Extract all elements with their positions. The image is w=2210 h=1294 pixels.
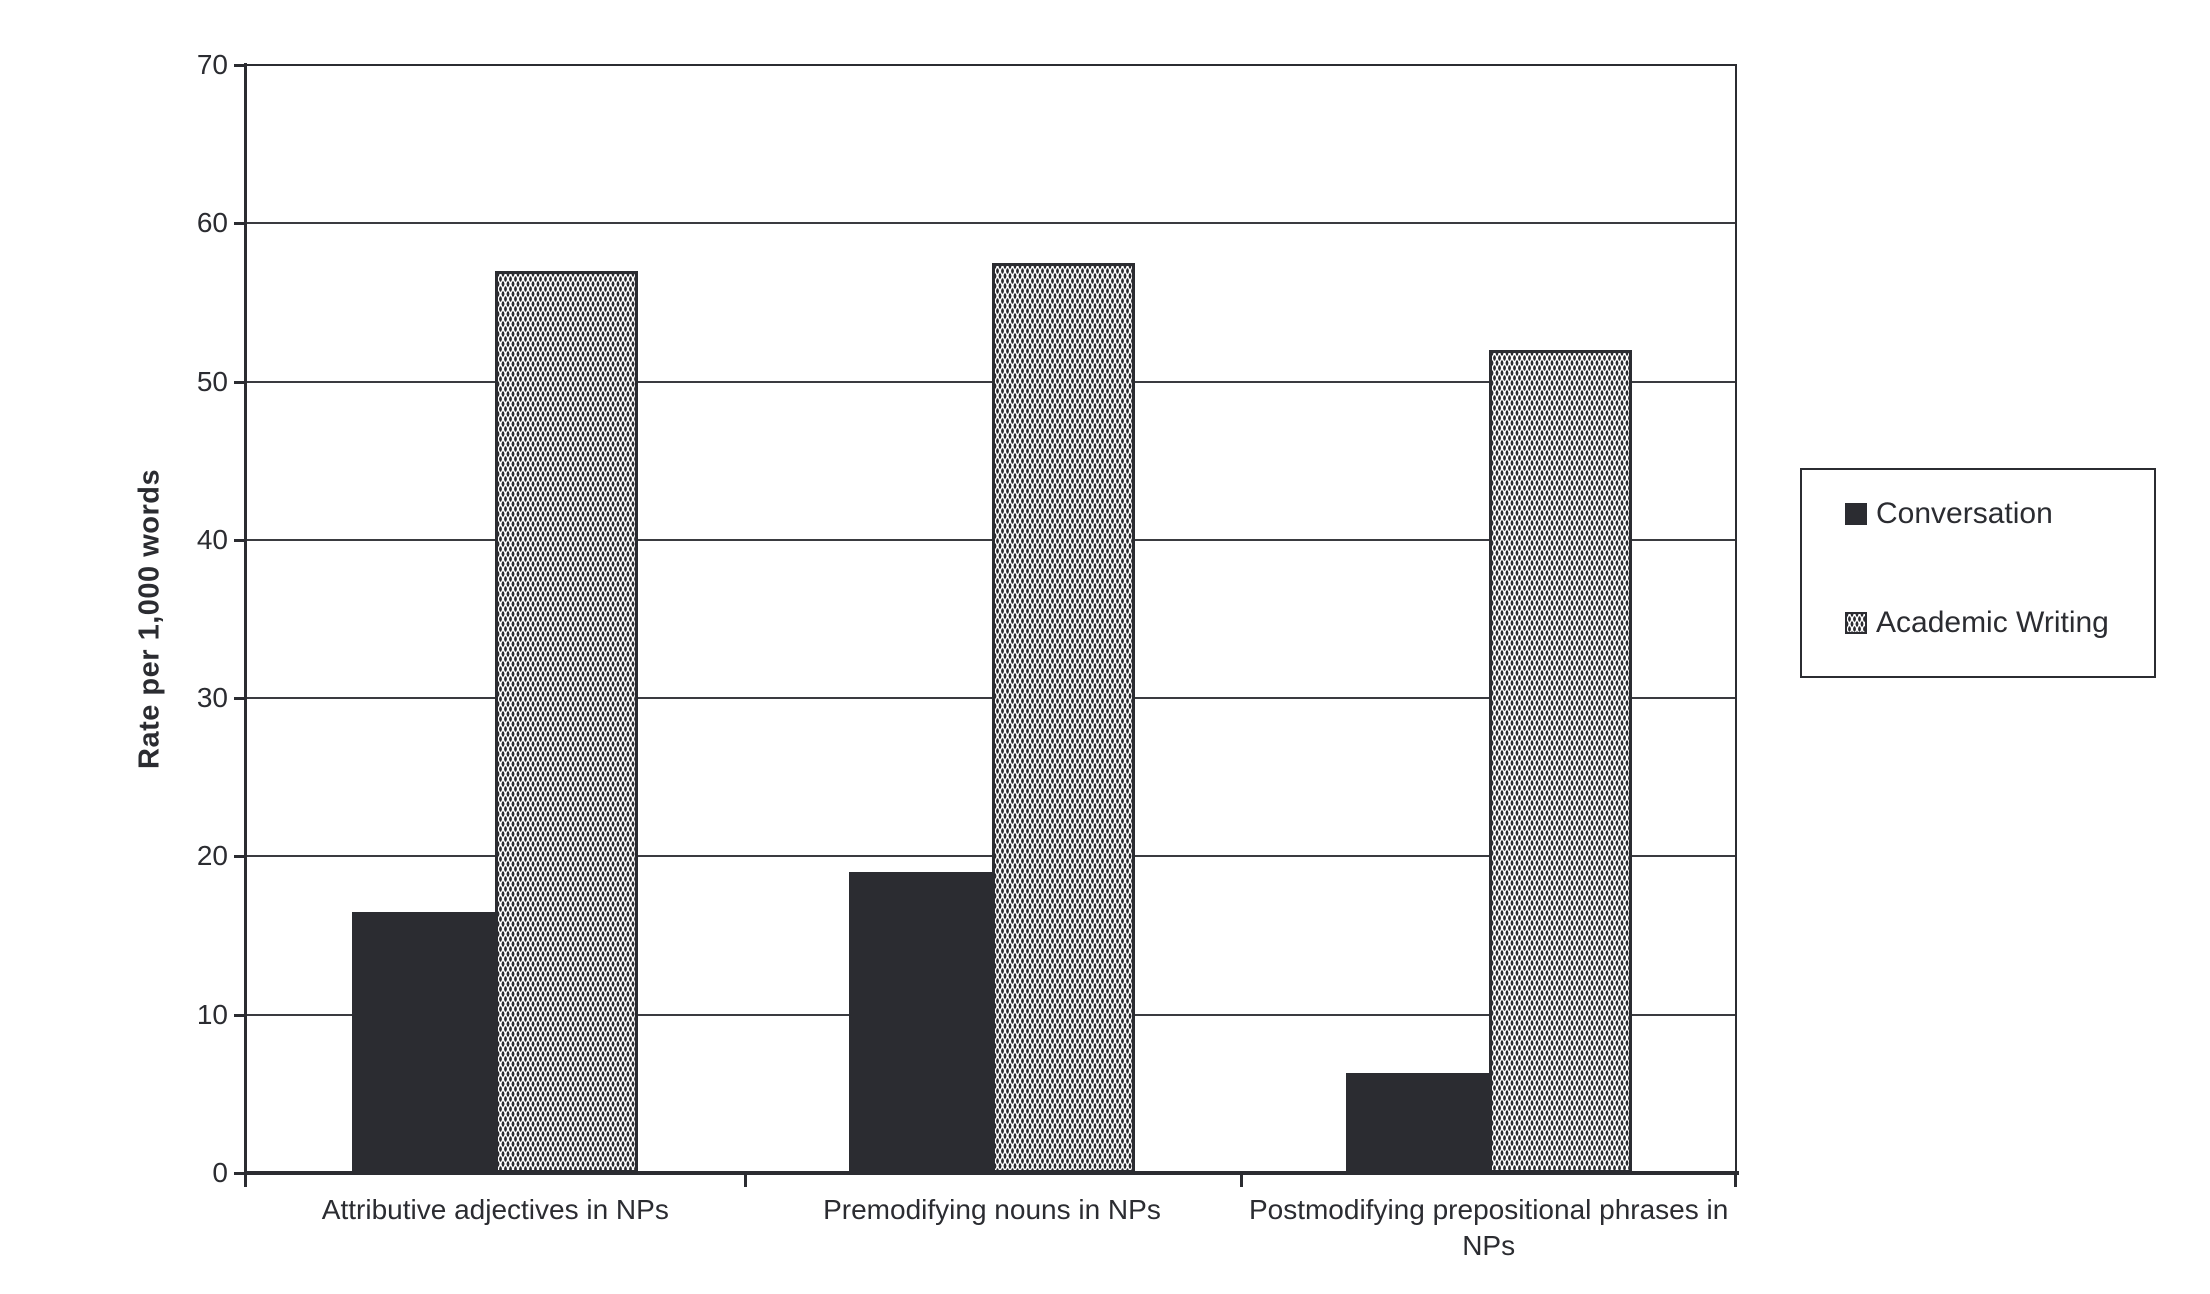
y-tick-label: 70 — [196, 49, 228, 80]
bar-conversation — [849, 872, 992, 1173]
bar-conversation — [352, 912, 495, 1173]
bar-conversation — [1346, 1073, 1489, 1173]
bar-academic-writing — [495, 271, 638, 1173]
y-axis-tick — [234, 1172, 247, 1175]
y-axis-line — [244, 63, 247, 1175]
y-axis-tick — [234, 222, 247, 226]
bar-academic-writing — [1489, 350, 1632, 1173]
y-tick-label: 30 — [196, 682, 228, 714]
bar-academic-writing — [992, 263, 1135, 1173]
category-label: Premodifying nouns in NPs — [823, 1194, 1161, 1225]
y-tick-label: 0 — [212, 1157, 228, 1188]
category-label: Attributive adjectives in NPs — [321, 1194, 669, 1225]
legend-label: Conversation — [1876, 497, 2053, 530]
y-axis-tick — [234, 64, 247, 67]
legend-item-academic-writing: Academic Writing — [1845, 608, 2109, 638]
plot-border-top — [247, 64, 1737, 66]
y-axis-tick — [234, 697, 247, 701]
y-axis-tick — [234, 1013, 247, 1017]
x-axis-tick — [1240, 1175, 1244, 1187]
y-axis-tick — [234, 380, 247, 384]
legend-item-conversation: Conversation — [1845, 499, 2053, 529]
gridline — [247, 222, 1737, 225]
category-label: Postmodifying prepositional phrases in N… — [1248, 1194, 1729, 1261]
y-axis-tick — [234, 855, 247, 859]
y-tick-label: 40 — [196, 523, 228, 555]
x-axis-tick — [244, 1175, 247, 1187]
y-tick-label: 10 — [196, 998, 228, 1030]
y-tick-label: 60 — [196, 207, 228, 239]
legend: Conversation Academic Writing — [1800, 468, 2156, 678]
y-axis-tick — [234, 538, 247, 542]
x-axis-tick — [743, 1175, 747, 1187]
x-axis-line — [244, 1171, 1739, 1175]
plot-area — [247, 65, 1737, 1173]
legend-label: Academic Writing — [1876, 606, 2109, 639]
academic-writing-swatch-icon — [1845, 612, 1867, 634]
x-axis-tick — [1734, 1175, 1737, 1187]
plot-border-right — [1735, 64, 1737, 1174]
conversation-swatch-icon — [1845, 503, 1867, 525]
y-tick-label: 50 — [196, 365, 228, 397]
y-tick-label: 20 — [196, 840, 228, 872]
